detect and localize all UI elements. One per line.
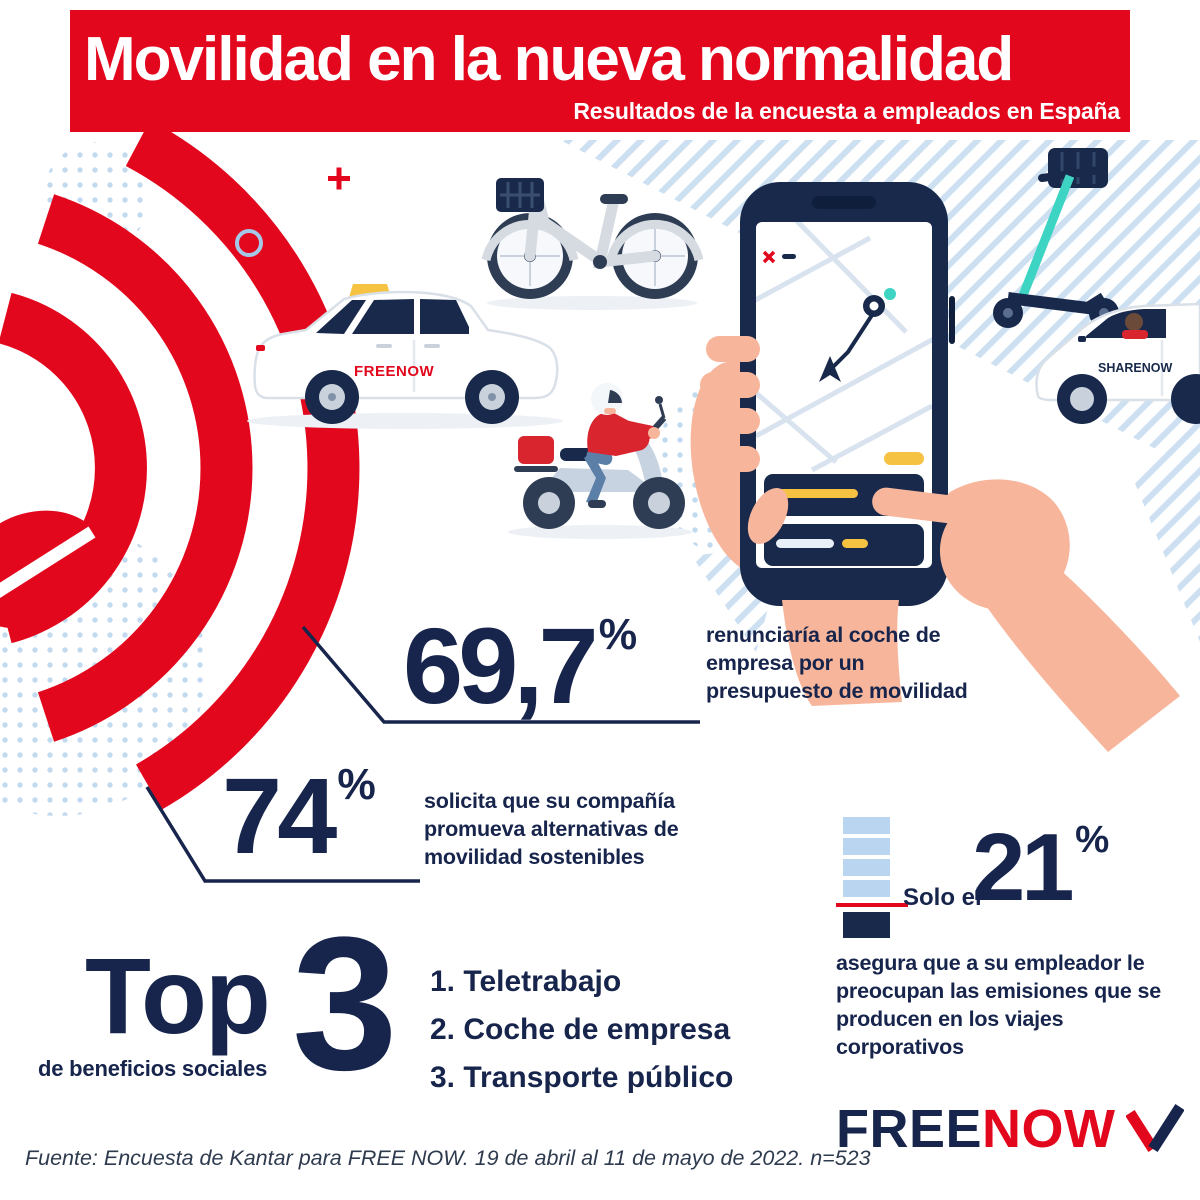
- stat-sustainable-unit: %: [337, 761, 376, 809]
- phone-notch: [812, 196, 876, 209]
- emissions-bar-chart: [836, 817, 908, 938]
- stat-emissions-description: asegura que a su empleador le preocupan …: [836, 951, 1161, 1059]
- stat-connector-lines: [145, 625, 700, 883]
- stat-emissions-unit: %: [1075, 818, 1110, 861]
- stat-sustainable-description: solicita que su compañía promueva altern…: [424, 789, 679, 869]
- route-line: [828, 310, 876, 372]
- ebike-seat: [600, 194, 628, 204]
- close-icon: [762, 250, 776, 264]
- header-banner: Movilidad en la nueva normalidad Resulta…: [70, 10, 1130, 132]
- logo-now-text: NOW: [982, 1099, 1116, 1159]
- stat-sustainable-number: 74: [222, 755, 337, 876]
- top3-caption: de beneficios sociales: [38, 1056, 268, 1081]
- taxi-brand-label: FREENOW: [354, 363, 435, 380]
- pointing-arm: [982, 564, 1180, 752]
- map-screen: [756, 222, 932, 473]
- source-note: Fuente: Encuesta de Kantar para FREE NOW…: [25, 1146, 871, 1170]
- taxi-windshield: [316, 300, 366, 334]
- page-title: Movilidad en la nueva normalidad: [84, 25, 1014, 94]
- freenow-logo-mark-icon: [1125, 1104, 1184, 1152]
- pointing-hand: [872, 479, 1180, 752]
- logo-free-text: FREE: [836, 1099, 983, 1159]
- page-subtitle: Resultados de la encuesta a empleados en…: [573, 98, 1120, 124]
- list-item: 3. Transporte público: [430, 1061, 734, 1094]
- stat-sustainable-value: 74%: [222, 762, 376, 870]
- plus-icon: [328, 167, 350, 190]
- moped-wheel-rear: [523, 477, 575, 529]
- freenow-logo: FREE NOW: [836, 1102, 1184, 1156]
- taxi-window-rear: [420, 299, 469, 334]
- stat-emissions-value: 21%: [972, 820, 1109, 916]
- freenow-leaf-mark: [0, 510, 101, 629]
- moped-rider: [584, 383, 660, 508]
- taxi-wheel-front: [305, 370, 359, 424]
- list-item: 2. Coche de empresa: [430, 1013, 731, 1046]
- top3-number: 3: [292, 898, 398, 1110]
- list-item: 1. Teletrabajo: [430, 965, 622, 998]
- carshare-illustration: SHARENOW: [1035, 302, 1200, 424]
- stat-budget-description: renunciaría al coche de empresa por un p…: [706, 623, 968, 703]
- location-arrow-icon: [819, 356, 841, 382]
- ebike-illustration: [481, 178, 704, 310]
- taxi-illustration: FREENOW: [247, 284, 563, 429]
- index-finger: [872, 487, 968, 524]
- holding-wrist: [782, 600, 902, 706]
- moped-top-case: [518, 436, 554, 464]
- stat-emissions-number: 21: [972, 814, 1074, 921]
- taxi-wheel-rear: [465, 370, 519, 424]
- taxi-window-front: [352, 299, 414, 334]
- bottom-sheet-cards: [764, 474, 924, 566]
- teal-dot: [884, 288, 896, 300]
- stat-emissions-prefix: Solo el: [903, 884, 982, 911]
- stat-budget-number: 69,7: [403, 605, 599, 726]
- top3-word: Top: [85, 935, 271, 1056]
- carshare-driver-head: [1125, 313, 1143, 331]
- ebike-basket: [496, 178, 544, 212]
- stat-budget-value: 69,7%: [403, 612, 637, 720]
- moped-illustration: [508, 383, 692, 539]
- moped-wheel-front: [633, 477, 685, 529]
- top3-benefit-list: 1. Teletrabajo 2. Coche de empresa 3. Tr…: [430, 958, 733, 1102]
- stat-budget-unit: %: [598, 611, 638, 659]
- carshare-brand-label: SHARENOW: [1098, 361, 1173, 375]
- holding-fingers: [698, 336, 902, 706]
- rider-helmet: [591, 383, 623, 415]
- ring-icon: [235, 229, 263, 257]
